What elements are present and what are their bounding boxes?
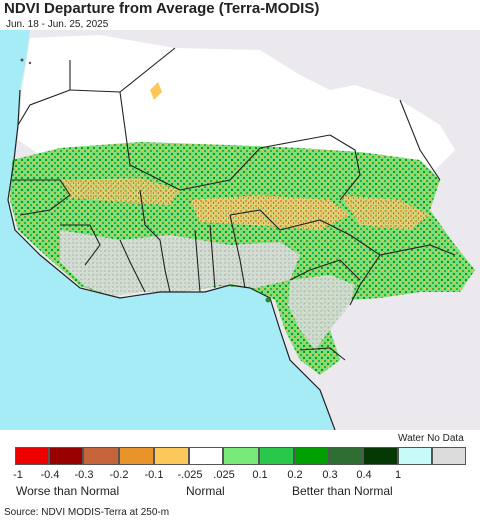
- water-no-data-label: Water No Data: [398, 433, 464, 444]
- legend-swatch: [223, 447, 259, 465]
- legend-tick: -0.2: [109, 469, 129, 481]
- sahel-anomaly-west: [60, 178, 180, 205]
- legend-swatch: [15, 447, 49, 465]
- coastal-nodata: [60, 230, 300, 296]
- legend-swatch: [259, 447, 294, 465]
- sahel-anomaly-central: [190, 195, 350, 230]
- ndvi-map: [0, 30, 480, 430]
- sahel-anomaly-east: [340, 195, 430, 230]
- central-nodata: [288, 275, 355, 350]
- legend-tick: 0.2: [287, 469, 303, 481]
- legend-swatch: [363, 447, 398, 465]
- legend-tick: -.025: [177, 469, 203, 481]
- legend-swatch: [83, 447, 119, 465]
- legend-tick: -0.4: [40, 469, 60, 481]
- legend-tick: -0.3: [74, 469, 94, 481]
- legend-tick: 1: [394, 469, 402, 481]
- normal-label: Normal: [186, 484, 225, 498]
- source-note: Source: NDVI MODIS-Terra at 250-m: [4, 507, 170, 518]
- map-title: NDVI Departure from Average (Terra-MODIS…: [4, 0, 320, 17]
- better-label: Better than Normal: [292, 484, 393, 498]
- worse-label: Worse than Normal: [16, 484, 120, 498]
- legend-tick: 0.3: [322, 469, 338, 481]
- date-range: Jun. 18 - Jun. 25, 2025: [6, 19, 109, 30]
- legend-swatch: [329, 447, 363, 465]
- legend-water-swatch: [398, 447, 432, 465]
- legend-tick: .025: [213, 469, 235, 481]
- legend-nodata-swatch: [432, 447, 466, 465]
- legend-tick: -0.1: [144, 469, 164, 481]
- legend-swatch: [119, 447, 154, 465]
- country-borders: [12, 47, 456, 361]
- legend-tick: -1: [13, 469, 23, 481]
- sahara: [18, 35, 455, 170]
- legend-tick: 0.4: [356, 469, 372, 481]
- legend-tick: 0.1: [252, 469, 268, 481]
- legend-swatch: [189, 447, 223, 465]
- legend-swatch: [154, 447, 189, 465]
- legend-swatch: [49, 447, 83, 465]
- coastline: [7, 89, 336, 430]
- legend-swatch: [294, 447, 329, 465]
